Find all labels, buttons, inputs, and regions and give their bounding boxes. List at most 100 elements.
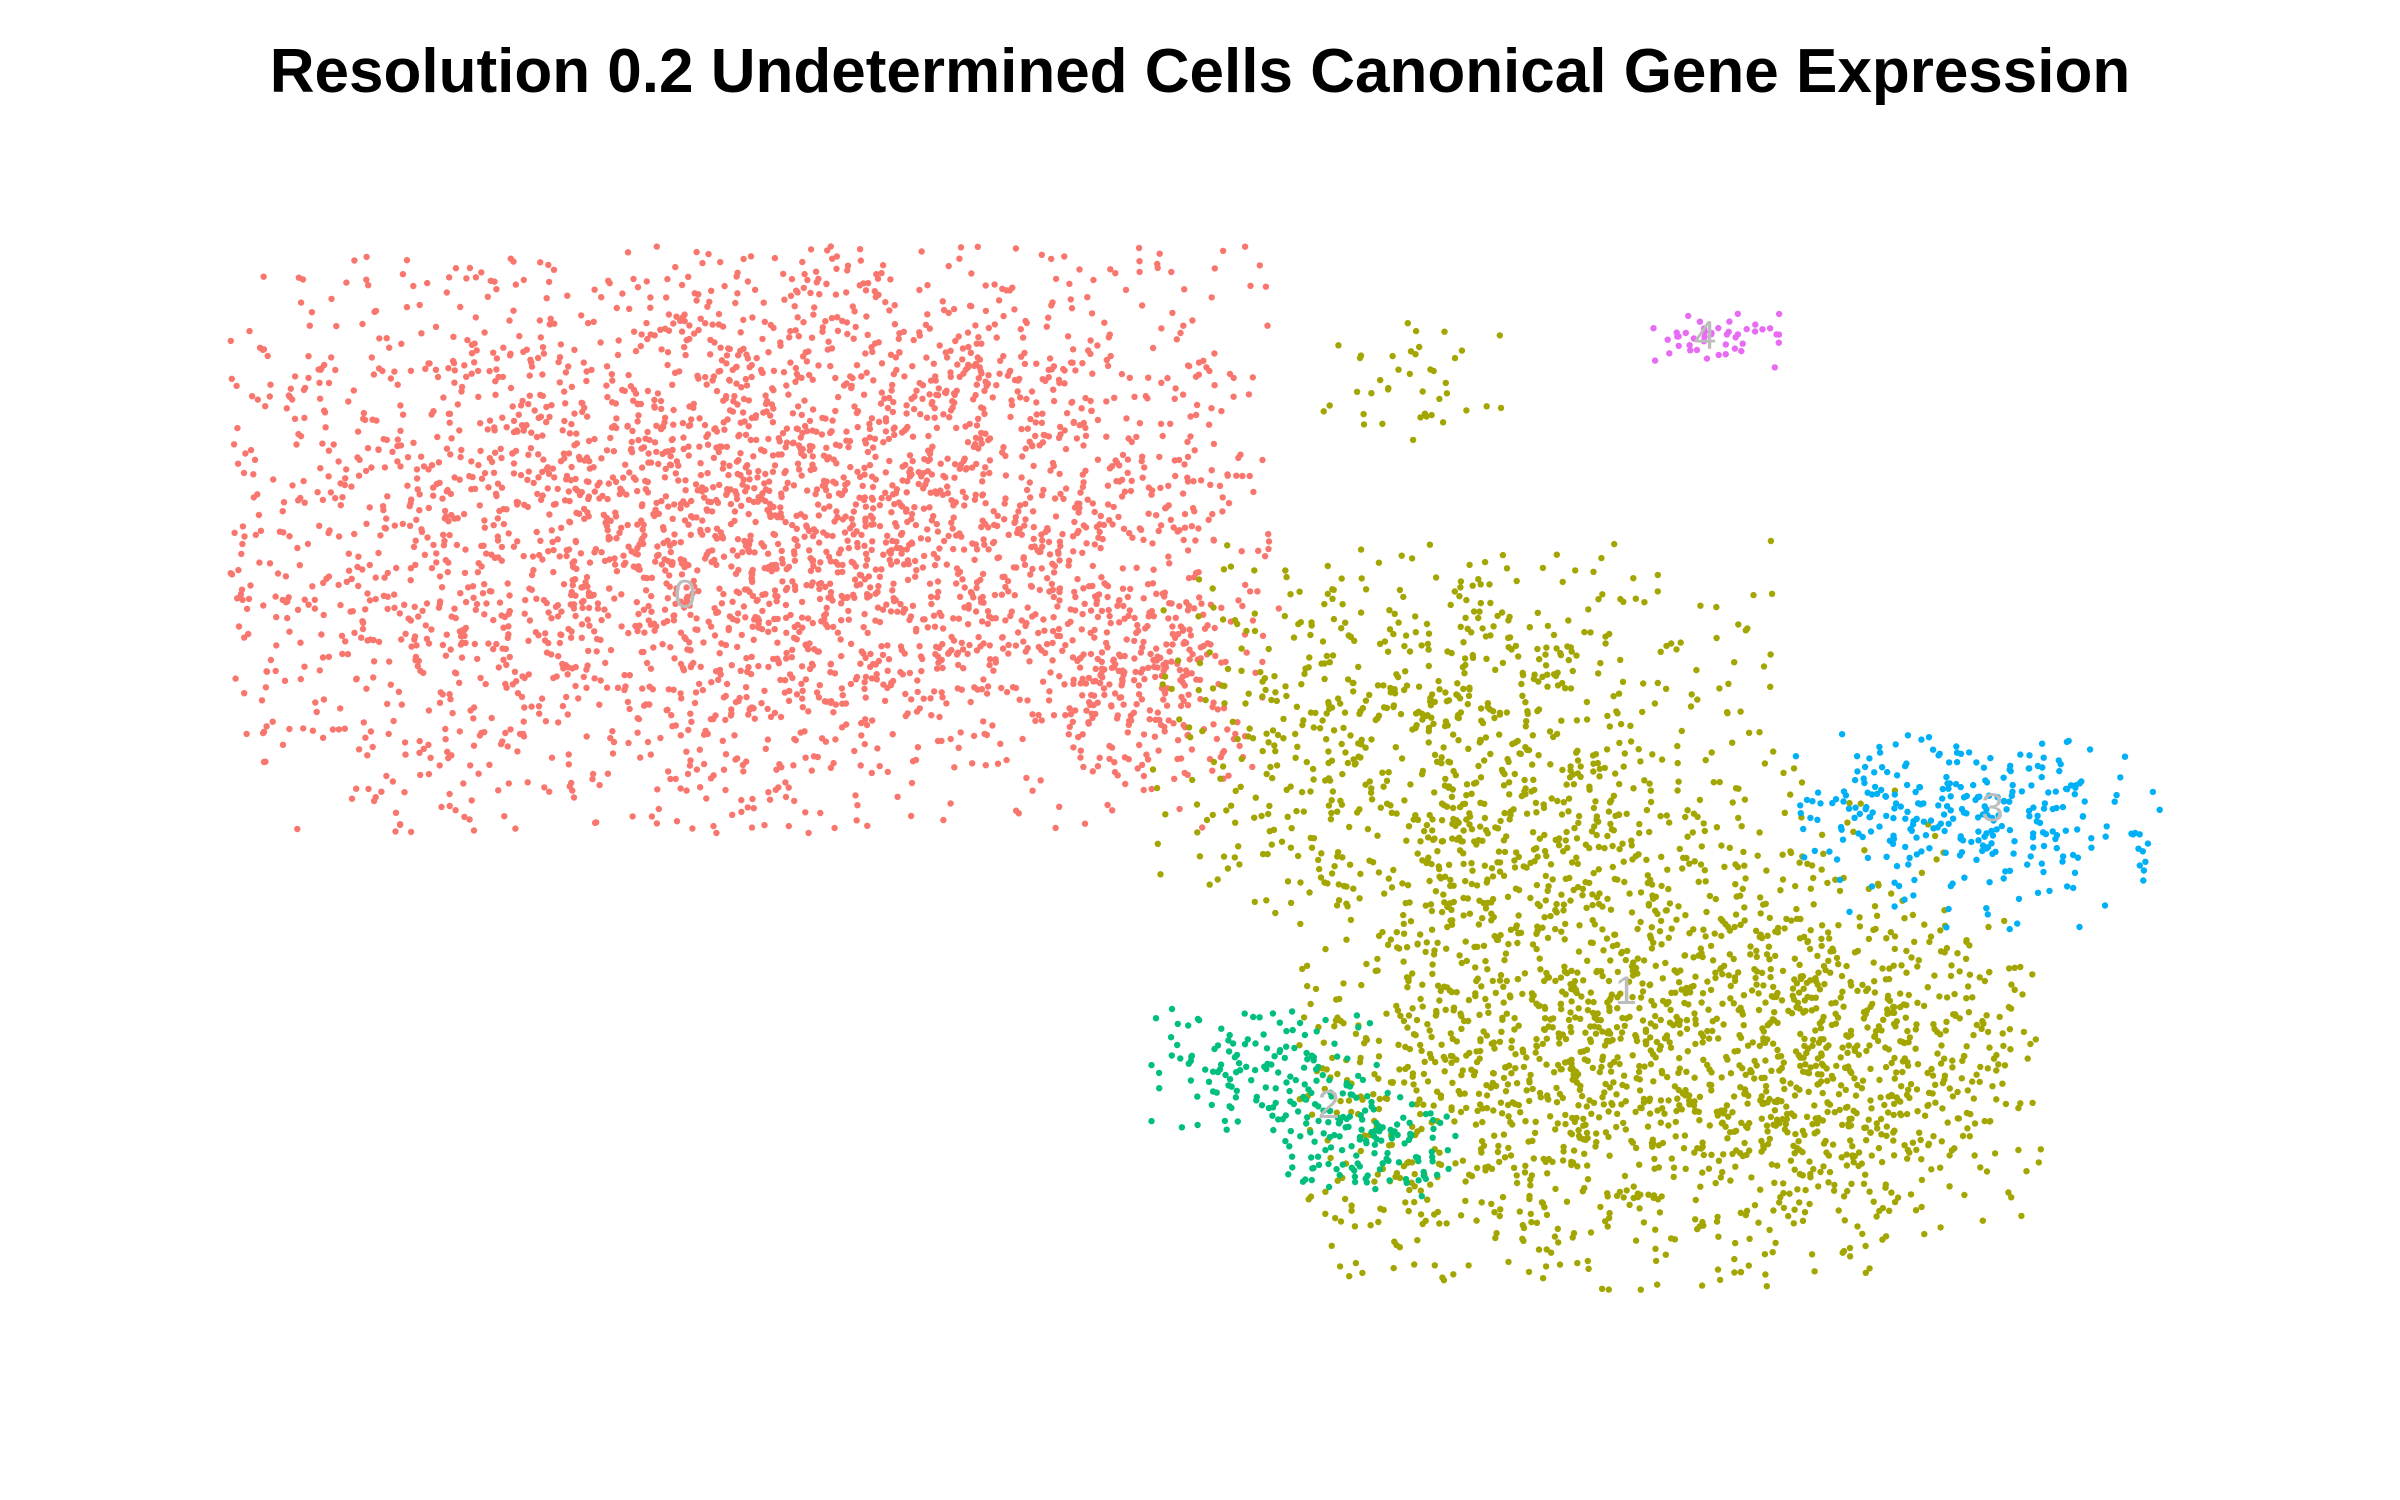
cluster-1-point [1296,1042,1303,1049]
cluster-0-point [761,448,768,455]
cluster-0-point [505,530,512,537]
cluster-0-point [646,701,653,708]
cluster-1-point [1452,1160,1459,1167]
cluster-1-point [1497,971,1505,979]
cluster-1-point [1605,808,1613,815]
cluster-1-point [1613,1023,1621,1031]
cluster-0-point [428,564,436,572]
cluster-0-point [597,677,604,684]
cluster-0-point [789,410,797,417]
cluster-0-point [998,591,1006,598]
cluster-0-point [297,639,304,646]
cluster-1-point [1428,1033,1435,1041]
cluster-0-point [1230,393,1237,400]
cluster-1-point [1721,863,1728,870]
cluster-0-point [778,490,785,497]
cluster-1-point [1575,1005,1582,1012]
cluster-1-point [1560,901,1568,908]
cluster-0-point [839,317,846,325]
cluster-0-point [608,424,616,431]
cluster-0-point [882,415,890,422]
cluster-0-point [973,584,980,592]
cluster-0-point [858,648,865,655]
cluster-0-point [695,680,703,688]
cluster-0-point [928,517,936,524]
cluster-0-point [443,289,450,296]
cluster-0-point [705,618,712,625]
cluster-0-point [942,349,949,356]
cluster-0-point [935,385,942,392]
cluster-0-point [774,639,781,646]
cluster-0-point [475,560,482,567]
cluster-0-point [609,399,616,406]
cluster-0-point [610,448,618,455]
cluster-0-point [1210,537,1218,544]
cluster-0-point [504,580,511,587]
cluster-0-point [634,418,641,425]
cluster-0-point [817,809,824,817]
cluster-0-point [995,297,1003,304]
cluster-0-point [704,303,711,310]
cluster-0-point [390,717,397,725]
cluster-1-point [1787,791,1794,798]
cluster-0-point [596,479,603,486]
cluster-0-point [1107,266,1114,273]
cluster-0-point [572,537,579,545]
cluster-0-point [725,345,732,352]
cluster-1-point [1520,1063,1528,1071]
cluster-0-point [719,465,727,472]
cluster-0-point [300,725,307,732]
cluster-1-point [1677,1030,1684,1037]
cluster-1-point [1711,930,1718,937]
cluster-0-point [319,654,327,661]
cluster-0-point [686,335,693,343]
cluster-0-point [1134,765,1141,772]
cluster-0-point [989,722,996,729]
cluster-0-point [262,403,269,410]
cluster-1-point [1696,1093,1704,1101]
cluster-0-point [1087,629,1094,637]
cluster-1-point [1390,1264,1397,1272]
cluster-0-point [784,479,791,486]
cluster-0-point [672,775,679,783]
cluster-0-point [407,565,415,572]
cluster-1-point [1419,1003,1426,1010]
cluster-0-point [1187,433,1194,440]
cluster-0-point [269,718,276,725]
cluster-0-point [789,440,797,447]
cluster-0-point [745,496,753,503]
cluster-0-point [1166,648,1173,655]
cluster-0-point [787,359,794,366]
cluster-1-point [1453,1038,1461,1045]
cluster-0-point [792,586,799,594]
cluster-0-point [1000,444,1007,451]
cluster-0-point [832,374,839,382]
cluster-1-point [1653,1038,1661,1046]
cluster-0-point [1186,626,1193,633]
cluster-0-point [526,617,534,624]
cluster-0-point [709,547,716,554]
cluster-0-point [634,544,641,552]
cluster-1-point [1537,966,1544,973]
cluster-0-point [373,417,380,424]
cluster-0-point [710,822,717,830]
cluster-1-point [1457,1212,1465,1219]
cluster-0-point [708,287,715,294]
cluster-0-point [294,544,301,552]
cluster-0-point [887,608,895,615]
cluster-1-point [1695,878,1702,885]
cluster-0-point [533,433,541,441]
cluster-0-point [504,743,511,750]
cluster-0-point [1107,619,1114,627]
cluster-0-point [605,480,612,487]
cluster-0-point [682,351,689,359]
cluster-0-point [934,554,941,562]
cluster-0-point [264,352,271,360]
cluster-0-point [510,543,518,550]
cluster-0-point [977,576,984,584]
cluster-0-point [1259,632,1267,639]
cluster-0-point [886,556,893,564]
cluster-0-point [852,323,859,331]
cluster-1-point [1404,984,1411,991]
cluster-1-point [1505,1113,1512,1120]
